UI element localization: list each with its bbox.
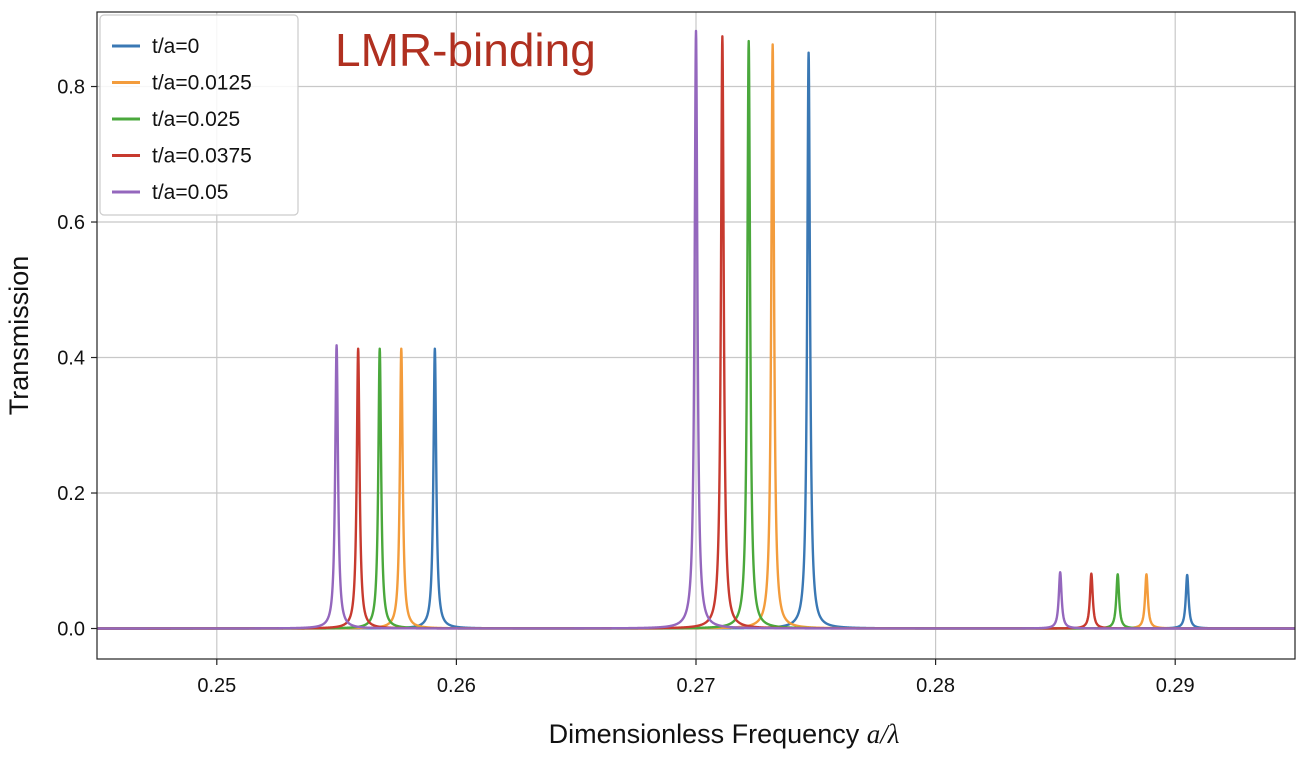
legend-label: t/a=0 <box>152 35 199 58</box>
x-axis-label: Dimensionless Frequency a/λ <box>549 719 900 749</box>
legend-label: t/a=0.0375 <box>152 145 252 168</box>
x-tick-label: 0.27 <box>677 675 716 697</box>
y-tick-label: 0.2 <box>57 483 85 505</box>
legend: t/a=0 t/a=0.0125 t/a=0.025 t/a=0.0375 t/a=0.… <box>99 14 299 216</box>
series-layer <box>95 29 1297 630</box>
y-tick-label: 0.6 <box>57 212 85 234</box>
legend-label: t/a=0.0125 <box>152 72 252 95</box>
x-tick-label: 0.25 <box>197 675 236 697</box>
x-tick-label: 0.28 <box>916 675 955 697</box>
chart-annotation: LMR-binding <box>335 24 596 76</box>
legend-box <box>99 14 299 216</box>
legend-label: t/a=0.05 <box>152 181 228 204</box>
x-tick-label: 0.26 <box>437 675 476 697</box>
y-axis-label: Transmission <box>4 256 34 416</box>
x-tick-label: 0.29 <box>1156 675 1195 697</box>
legend-label: t/a=0.025 <box>152 108 240 131</box>
y-tick-label: 0.4 <box>57 348 85 370</box>
x-axis-label-math: a/λ <box>867 719 900 749</box>
series-line-5 <box>95 29 1297 630</box>
ticks: 0.25 0.26 0.27 0.28 0.29 0.0 0.2 0.4 0.6 0.8 <box>57 77 1194 697</box>
y-tick-label: 0.0 <box>57 619 85 641</box>
y-tick-label: 0.8 <box>57 77 85 99</box>
x-axis-label-text: Dimensionless Frequency <box>549 719 867 749</box>
